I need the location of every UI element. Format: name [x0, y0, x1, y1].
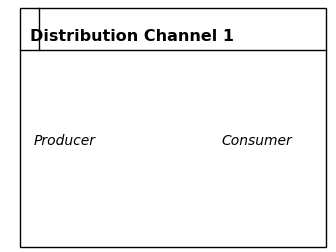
Text: Producer: Producer — [34, 134, 96, 148]
Text: Consumer: Consumer — [222, 134, 293, 148]
Text: Distribution Channel 1: Distribution Channel 1 — [30, 29, 234, 44]
